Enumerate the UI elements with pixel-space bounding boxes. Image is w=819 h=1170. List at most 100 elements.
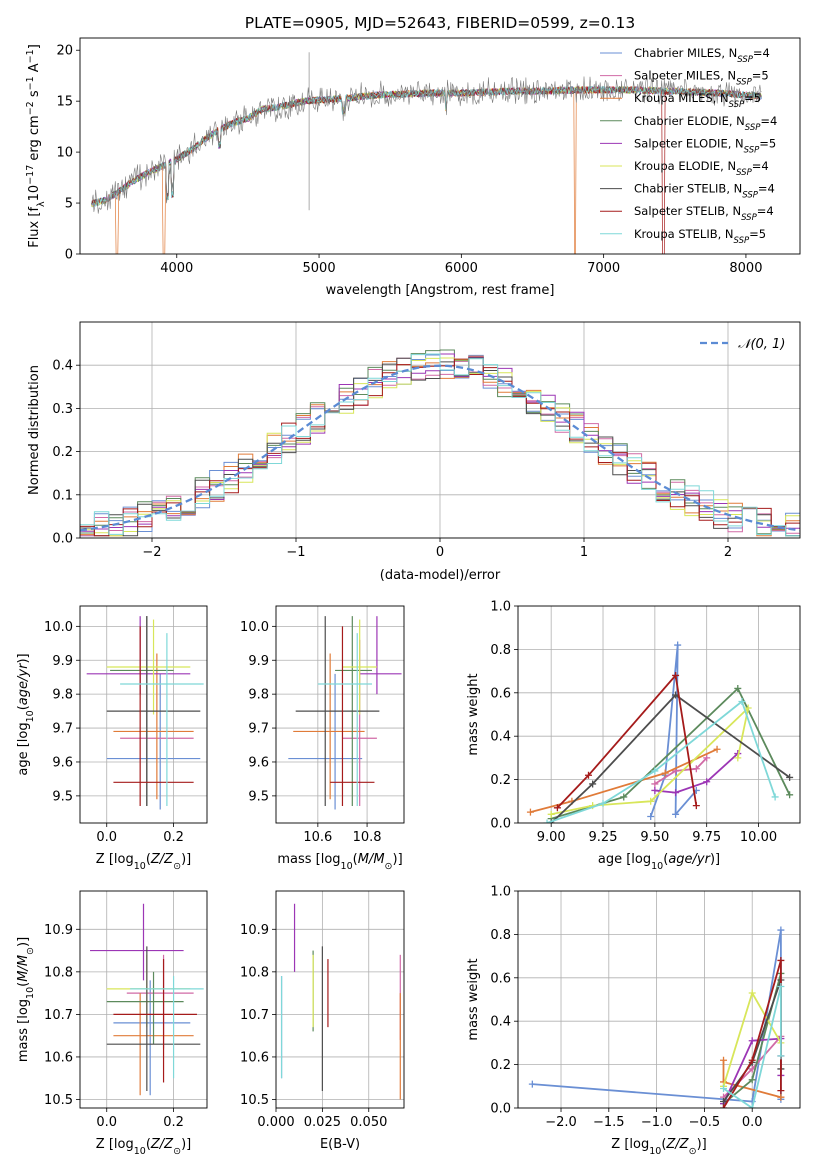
mass-vs-ebv-ytick-label: 10.7 (240, 1008, 269, 1023)
mass-vs-Z-frame (79, 890, 208, 1109)
weight-vs-Z-line-kroupa-stelib-marker (777, 982, 785, 990)
weight-vs-Z-ytick-label: 0.8 (490, 928, 511, 943)
age-vs-mass-frame (275, 605, 405, 824)
weight-vs-age-ytick-label: 1.0 (490, 600, 511, 615)
spectrum-legend-entry: Chabrier ELODIE, NSSP=4 (634, 114, 777, 133)
weight-vs-age-axes: 9.00 9.25 9.50 9.75 10.00 0.0 0.2 0.4 0.6 0.8 1.0 (490, 600, 801, 845)
weight-vs-age-line-chabrier-stelib-marker (786, 773, 794, 781)
age-vs-mass-errorbar-salpeter-elodie (359, 616, 402, 695)
mass-vs-ebv-frame (275, 890, 405, 1109)
age-vs-mass-plot-area (276, 606, 404, 823)
weight-vs-Z-line-kroupa-stelib-marker (748, 1104, 756, 1108)
age-vs-Z-ytick-label: 9.9 (52, 654, 73, 669)
spectrum-legend-name: Salpeter ELODIE, N (634, 136, 744, 150)
spectrum-xlabel: wavelength [Angstrom, rest frame] (326, 283, 555, 298)
mass-vs-Z-errorbar-chabrier-miles (113, 980, 191, 1096)
weight-vs-age-line-kroupa-elodie-marker (744, 704, 752, 712)
spectrum-line-data (91, 52, 762, 214)
age-vs-mass-ytick-label: 9.6 (248, 755, 269, 770)
mass-vs-Z-axes: 0.0 0.2 10.5 10.6 10.7 10.8 10.9 (44, 890, 208, 1130)
spectrum-ylabel-part: λ (36, 201, 47, 207)
mass-vs-Z-ylabel-part: mass [log (16, 999, 31, 1062)
weight-vs-age-line-salpeter-miles-marker (651, 780, 659, 788)
spectrum-legend-entry: Chabrier STELIB, NSSP=4 (634, 182, 775, 201)
age-vs-mass-xlabel-part: 10 (341, 861, 353, 872)
age-vs-Z-frame (79, 605, 208, 824)
mass-vs-Z-xlabel-part: ⊙ (173, 1146, 181, 1157)
weight-vs-Z-ytick-label: 0.0 (490, 1102, 511, 1117)
residual-histogram-ytick-label: 0.3 (52, 402, 73, 417)
weight-vs-age-line-salpeter-miles-marker (692, 765, 700, 773)
age-vs-mass-ytick-label: 9.8 (248, 688, 269, 703)
age-vs-Z-ytick-label: 9.7 (52, 722, 73, 737)
weight-vs-age-line-kroupa-miles-marker (526, 808, 534, 816)
weight-vs-age-ytick-label: 0.4 (490, 730, 511, 745)
age-vs-mass-xlabel-part: ⊙ (385, 861, 393, 872)
age-vs-Z-ylabel-part: ( (16, 705, 31, 710)
mass-vs-Z-xtick-label: 0.2 (163, 1115, 184, 1130)
weight-vs-Z-xlabel: Z [log10(Z/Z⊙)] (611, 1137, 706, 1157)
spectrum-xtick-label: 8000 (729, 261, 762, 276)
age-vs-Z-plot-area (80, 606, 207, 823)
spectrum-axes: 4000 5000 6000 7000 8000 0 5 10 15 20 (56, 37, 801, 276)
spectrum-legend-name: Kroupa STELIB, N (634, 227, 734, 241)
age-vs-Z-errorbar-kroupa-miles (113, 653, 194, 800)
age-vs-mass-axes: 10.6 10.8 9.5 9.6 9.7 9.8 9.9 10.0 (240, 605, 405, 845)
age-vs-Z-ylabel: age [log10(age/yr)] (16, 653, 36, 775)
spectrum-legend-sub: SSP (745, 123, 761, 133)
weight-vs-Z-xlabel-part: Z/Z (665, 1137, 689, 1152)
weight-vs-age-line-chabrier-miles-marker (647, 812, 655, 820)
weight-vs-Z-line-kroupa-stelib-marker (777, 1052, 785, 1060)
age-vs-mass-ytick-label: 10.0 (240, 620, 269, 635)
age-vs-Z-xlabel-part: Z/Z (150, 852, 174, 867)
histogram-step-kroupa-stelib (80, 353, 800, 537)
spectrum-xtick-label: 6000 (445, 261, 478, 276)
weight-vs-age-line-salpeter-elodie-marker (703, 778, 711, 786)
mass-vs-ebv-ytick-label: 10.9 (240, 923, 269, 938)
weight-vs-age-ytick-label: 0.6 (490, 686, 511, 701)
spectrum-legend-name: Kroupa MILES, N (634, 91, 729, 105)
weight-vs-Z-xlabel-part: 10 (649, 1146, 661, 1157)
weight-vs-age-line-chabrier-elodie (550, 687, 791, 820)
mass-vs-Z-xlabel-part: Z [log (96, 1137, 134, 1152)
age-vs-mass-xlabel: mass [log10(M/M⊙)] (277, 852, 402, 872)
spectrum-ylabel-part: erg cm (27, 115, 42, 164)
weight-vs-Z-line-kroupa-stelib-marker (720, 1084, 728, 1092)
weight-vs-Z-ytick-label: 0.2 (490, 1058, 511, 1073)
weight-vs-age-line-chabrier-elodie-marker (734, 684, 742, 692)
weight-vs-age-line-salpeter-elodie-marker (651, 786, 659, 794)
mass-vs-Z-ylabel: mass [log10(M/M⊙)] (16, 937, 36, 1062)
age-vs-mass-ytick-label: 9.9 (248, 654, 269, 669)
weight-vs-age-line-kroupa-stelib-marker (651, 767, 659, 775)
histogram-step-chabrier-elodie (80, 349, 800, 537)
age-vs-mass-xtick-label: 10.8 (353, 830, 382, 845)
weight-vs-Z-line-kroupa-miles-marker (777, 1093, 785, 1101)
spectrum-xtick-label: 4000 (160, 261, 193, 276)
spectrum-ytick-label: 0 (65, 248, 73, 263)
spectrum-xtick-label: 7000 (587, 261, 620, 276)
age-vs-Z-xlabel-part: ( (146, 852, 151, 867)
weight-vs-age-xtick-label: 10.00 (740, 830, 777, 845)
weight-vs-Z-xlabel-part: ( (661, 1137, 666, 1152)
weight-vs-age-xtick-label: 9.75 (692, 830, 721, 845)
weight-vs-Z-line-kroupa-elodie-marker (748, 989, 756, 997)
spectrum-ylabel-part: s (27, 90, 42, 101)
mass-vs-Z-ylabel-part: 10 (25, 987, 36, 999)
spectrum-legend-sub: SSP (737, 55, 753, 65)
weight-vs-age-line-chabrier-elodie-marker (786, 791, 794, 799)
spectrum-ylabel-part: Flux [f (27, 207, 42, 248)
age-vs-Z-xlabel-part: 10 (134, 861, 146, 872)
spectrum-ytick-label: 5 (65, 197, 73, 212)
weight-vs-age-xlabel-part: )] (710, 852, 720, 867)
mass-vs-Z-ytick-label: 10.9 (44, 923, 73, 938)
weight-vs-Z-xlabel-part: )] (697, 1137, 707, 1152)
weight-vs-Z-xlabel-part: Z [log (611, 1137, 649, 1152)
weight-vs-age-xlabel-part: age [log (598, 852, 651, 867)
mass-vs-Z-errorbar-chabrier-stelib (106, 946, 201, 1091)
residual-histogram-xtick-label: 1 (580, 545, 588, 560)
mass-vs-Z-ytick-label: 10.6 (44, 1050, 73, 1065)
spectrum-legend-entry: Kroupa STELIB, NSSP=5 (634, 227, 766, 246)
weight-vs-age-line-chabrier-elodie-marker (620, 793, 628, 801)
spectrum-legend-name: Salpeter MILES, N (634, 69, 736, 83)
